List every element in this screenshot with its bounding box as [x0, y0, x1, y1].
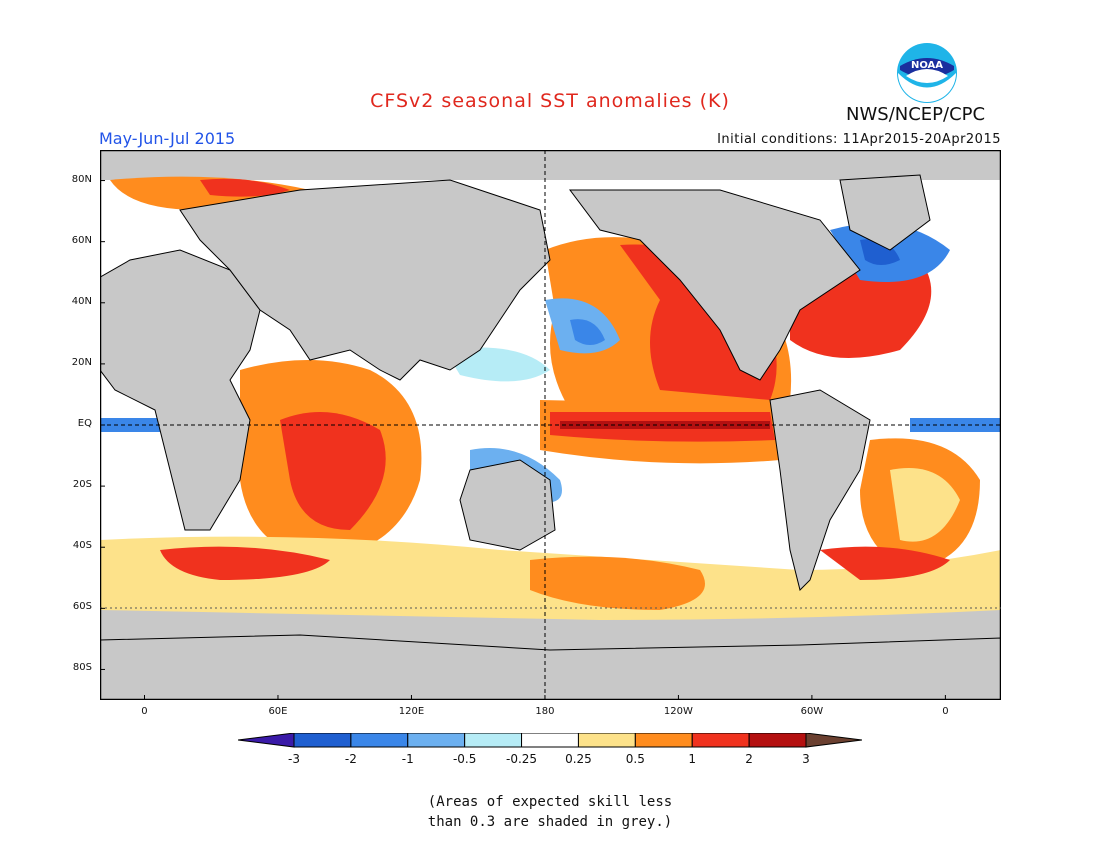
colorbar-label: 0.5: [625, 752, 645, 766]
colorbar-label: -1: [401, 752, 414, 766]
lat-label: 60S: [72, 601, 92, 613]
colorbar-segment: [634, 733, 693, 748]
axis-ticks: [100, 180, 946, 700]
colorbar-label: -2: [344, 752, 357, 766]
lon-label: 0: [141, 706, 148, 717]
lat-label: 40S: [72, 540, 92, 552]
colorbar-label: 0.25: [565, 752, 592, 766]
colorbar-segment: [577, 733, 636, 748]
colorbar-label: -3: [288, 752, 300, 766]
colorbar-segment: [521, 733, 579, 748]
season-label: May-Jun-Jul 2015: [99, 129, 236, 148]
colorbar: [238, 733, 862, 748]
colorbar-label: 3: [802, 752, 810, 766]
chart-title: CFSv2 seasonal SST anomalies (K): [370, 90, 730, 112]
colorbar-label: 2: [745, 752, 753, 766]
lon-label: 60W: [800, 706, 824, 717]
land: [100, 174, 1001, 700]
colorbar-segment: [748, 733, 807, 748]
initial-conditions-label: Initial conditions: 11Apr2015-20Apr2015: [717, 132, 1001, 147]
noaa-logo: NOAA: [897, 43, 957, 103]
lat-label: 80N: [71, 173, 92, 185]
colorbar-segment: [350, 733, 409, 748]
skill-note-line2: than 0.3 are shaded in grey.): [427, 814, 673, 830]
lat-label: 60N: [71, 234, 92, 246]
colorbar-segment: [464, 733, 523, 748]
lat-label: 80S: [72, 662, 92, 674]
lon-label: 120E: [398, 706, 425, 717]
sst-anomaly-map: [100, 150, 1001, 700]
lat-label: EQ: [77, 418, 92, 429]
lon-label: 120W: [663, 706, 693, 717]
colorbar-label: 1: [688, 752, 697, 766]
lat-label: 20N: [71, 356, 92, 368]
skill-note-line1: (Areas of expected skill less: [427, 794, 673, 810]
colorbar-segment: [691, 733, 750, 748]
colorbar-segment: [293, 733, 352, 748]
lat-label: 40N: [71, 295, 92, 307]
lon-label: 180: [535, 706, 555, 717]
lon-label: 60E: [268, 706, 288, 717]
lon-label: 0: [942, 706, 949, 717]
logo-text: NOAA: [911, 60, 943, 71]
skill-note: (Areas of expected skill less than 0.3 a…: [0, 792, 1100, 832]
colorbar-segment: [805, 733, 862, 748]
colorbar-segment: [407, 733, 466, 748]
colorbar-segment: [238, 733, 295, 748]
lat-label: 20S: [72, 479, 92, 491]
agency-label: NWS/NCEP/CPC: [846, 104, 986, 125]
colorbar-label: -0.25: [506, 752, 538, 766]
colorbar-label: -0.5: [452, 752, 477, 766]
